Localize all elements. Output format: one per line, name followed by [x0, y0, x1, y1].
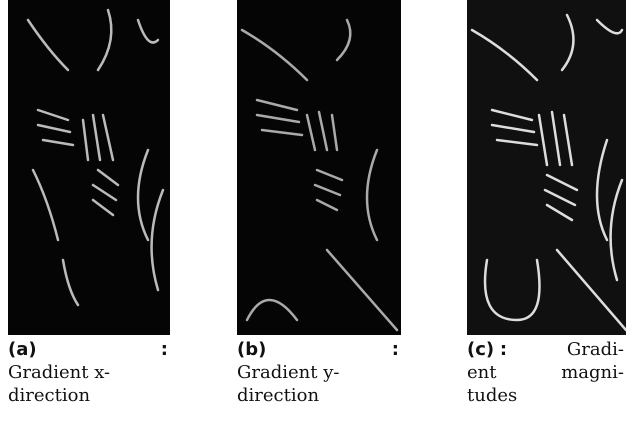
caption-a: (a): Gradient x- direction [8, 338, 168, 407]
caption-text: tudes [467, 384, 517, 407]
caption-label: (b) [237, 338, 266, 361]
caption-separator: : [161, 338, 168, 361]
caption-text: Gradi- [567, 338, 624, 361]
caption-label: (c) [467, 339, 494, 360]
image-x-gradient [8, 0, 170, 335]
caption-b: (b): Gradient y- direction [237, 338, 399, 407]
caption-text: direction [237, 384, 319, 407]
figure: (a): Gradient x- direction (b): Gradient… [0, 0, 627, 443]
caption-word: magni- [561, 361, 624, 384]
caption-text: Gradient x- [8, 361, 110, 384]
caption-separator: : [392, 338, 399, 361]
caption-separator: : [500, 339, 507, 360]
caption-c: (c) : Gradi- ent magni- tudes [467, 338, 624, 407]
caption-text: direction [8, 384, 90, 407]
caption-text: Gradient y- [237, 361, 339, 384]
image-y-gradient [237, 0, 401, 335]
caption-label: (a) [8, 338, 37, 361]
caption-word: ent [467, 361, 496, 384]
image-magnitude [467, 0, 626, 335]
